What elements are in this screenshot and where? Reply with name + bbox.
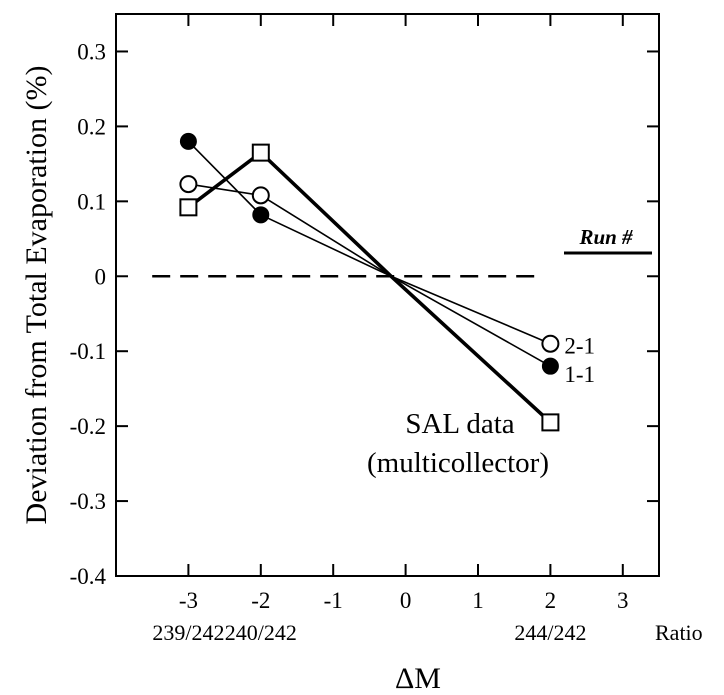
y-tick-label: 0.2 bbox=[77, 114, 106, 139]
ratio-label: 240/242 bbox=[225, 620, 297, 645]
x-tick-label: 1 bbox=[472, 588, 484, 613]
y-tick-label: -0.1 bbox=[70, 339, 106, 364]
y-tick-label: 0.3 bbox=[77, 39, 106, 64]
y-tick-label: -0.4 bbox=[70, 564, 107, 589]
y-tick-label: -0.3 bbox=[70, 489, 106, 514]
data-point bbox=[179, 132, 197, 150]
x-tick-label: 0 bbox=[400, 588, 412, 613]
y-axis-label: Deviation from Total Evaporation (%) bbox=[20, 66, 53, 525]
ratio-label: 239/242 bbox=[152, 620, 224, 645]
data-point bbox=[541, 413, 560, 432]
series-line bbox=[188, 183, 551, 345]
plot-frame bbox=[115, 13, 660, 577]
series-line bbox=[187, 150, 552, 424]
series-lines bbox=[187, 140, 552, 424]
series-markers: 2-11-1 bbox=[179, 132, 595, 432]
annotation-line-2: (multicollector) bbox=[367, 447, 549, 479]
annotation-line-1: SAL data bbox=[405, 408, 514, 440]
data-point bbox=[179, 175, 198, 194]
x-tick-label: -3 bbox=[179, 588, 198, 613]
tick-marks bbox=[116, 14, 659, 577]
data-point bbox=[541, 357, 559, 375]
y-tick-label: 0 bbox=[95, 264, 107, 289]
data-point bbox=[251, 186, 270, 205]
series-name-label: 2-1 bbox=[564, 334, 595, 359]
x-tick-label: -1 bbox=[324, 588, 343, 613]
ratio-labels: 239/242 240/242 244/242 bbox=[152, 620, 586, 645]
y-tick-labels: 0.3 0.2 0.1 0 -0.1 -0.2 -0.3 -0.4 bbox=[70, 39, 107, 589]
y-tick-label: 0.1 bbox=[77, 189, 106, 214]
y-tick-label: -0.2 bbox=[70, 414, 106, 439]
x-axis-label: ΔM bbox=[395, 662, 441, 695]
ratio-axis-label: Ratio bbox=[655, 620, 703, 645]
ratio-label: 244/242 bbox=[514, 620, 586, 645]
series-name-label: 1-1 bbox=[564, 362, 595, 387]
data-point bbox=[179, 198, 198, 217]
data-point bbox=[251, 143, 270, 162]
data-point bbox=[252, 206, 270, 224]
x-tick-label: 2 bbox=[545, 588, 557, 613]
x-tick-label: -2 bbox=[251, 588, 270, 613]
data-point bbox=[541, 334, 560, 353]
legend-title: Run # bbox=[578, 225, 633, 249]
x-tick-label: 3 bbox=[617, 588, 629, 613]
x-tick-labels: -3 -2 -1 0 1 2 3 bbox=[179, 588, 629, 613]
